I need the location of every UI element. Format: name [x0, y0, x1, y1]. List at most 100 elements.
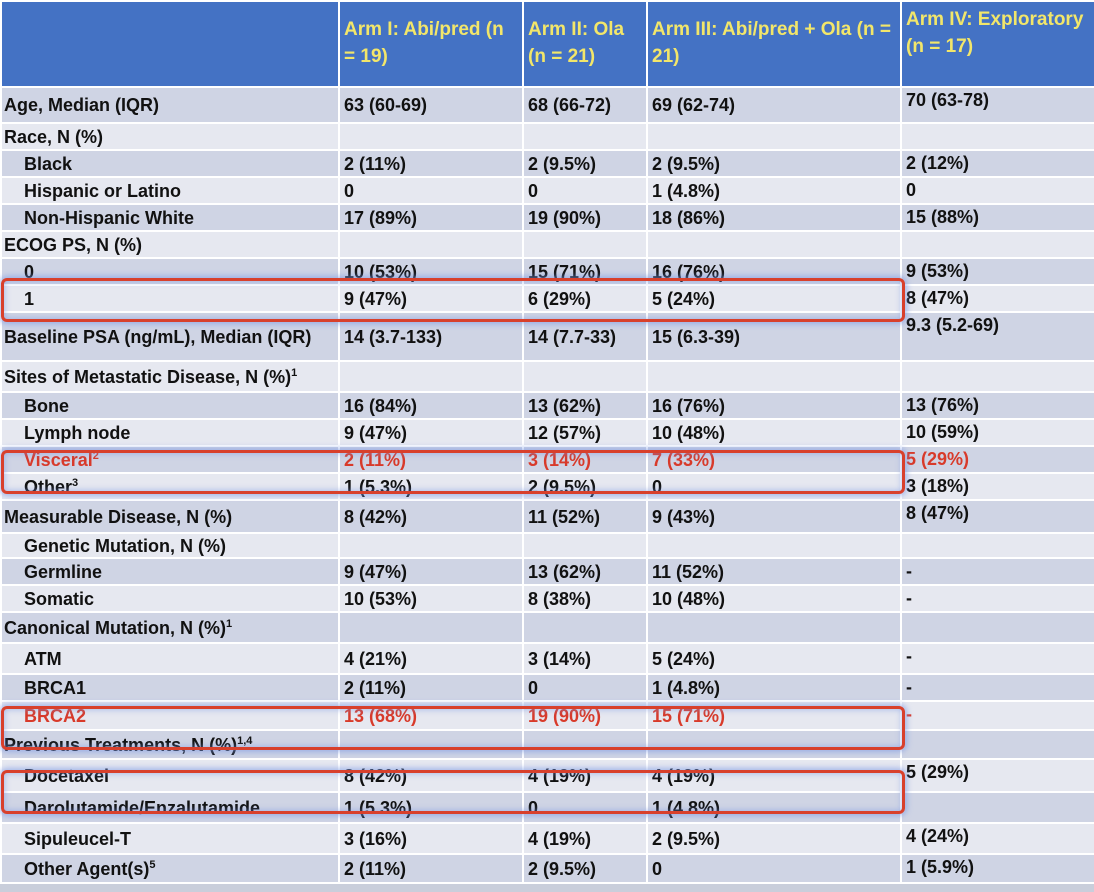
table-cell-arm-4: 3 (18%) — [900, 472, 1094, 501]
table-cell-arm-2: 68 (66-72) — [522, 86, 648, 124]
row-label-text: Sipuleucel-T — [24, 828, 132, 849]
table-row: Measurable Disease, N (%) 8 (42%) 11 (52%)… — [0, 499, 1094, 534]
table-cell-arm-4: 2 (12%) — [900, 149, 1094, 178]
row-label-text: Measurable Disease, N (%) — [4, 506, 233, 527]
table-cell-arm-3: 18 (86%) — [646, 203, 902, 232]
table-cell-arm-3: 0 — [646, 853, 902, 884]
table-row: Lymph node 9 (47%) 12 (57%) 10 (48%) 10 (59%… — [0, 418, 1094, 447]
row-label: Sites of Metastatic Disease, N (%)1 — [0, 360, 340, 393]
table-row: Canonical Mutation, N (%)1 — [0, 611, 1094, 644]
table-cell-arm-1 — [338, 611, 524, 644]
table-cell-arm-2: 14 (7.7-33) — [522, 311, 648, 362]
table-cell-arm-4: 9 (53%) — [900, 257, 1094, 286]
table-cell-arm-2 — [522, 611, 648, 644]
row-label-text: Genetic Mutation, N (%) — [24, 535, 226, 556]
row-label: Non-Hispanic White — [0, 203, 340, 232]
table-cell-arm-3: 69 (62-74) — [646, 86, 902, 124]
row-label: Lymph node — [0, 418, 340, 447]
table-cell-arm-4: 1 (5.9%) — [900, 853, 1094, 884]
footnote-marker: 1,4 — [237, 734, 253, 747]
table-cell-arm-2: 0 — [522, 176, 648, 205]
row-label-text: Bone — [24, 395, 69, 416]
table-cell-arm-2 — [522, 122, 648, 151]
table-cell-arm-4: 8 (47%) — [900, 284, 1094, 313]
table-cell-arm-2: 19 (90%) — [522, 700, 648, 731]
table-cell-arm-4: - — [900, 700, 1094, 731]
row-label-text: Non-Hispanic White — [24, 207, 194, 228]
table-cell-arm-1 — [338, 122, 524, 151]
table-cell-arm-2: 15 (71%) — [522, 257, 648, 286]
row-label-text: Lymph node — [24, 422, 131, 443]
table-cell-arm-4: 5 (29%) — [900, 445, 1094, 474]
header-empty — [0, 0, 340, 88]
row-label-text: Baseline PSA (ng/mL), Median (IQR) — [4, 326, 312, 347]
row-label: BRCA2 — [0, 700, 340, 731]
table-cell-arm-1: 8 (42%) — [338, 758, 524, 793]
footnote-marker: 2 — [92, 449, 99, 462]
row-label-text: Germline — [24, 561, 103, 582]
row-label: Darolutamide/Enzalutamide — [0, 791, 340, 824]
table-cell-arm-4: 5 (29%) — [900, 758, 1094, 793]
table-cell-arm-1: 3 (16%) — [338, 822, 524, 855]
table-row: Genetic Mutation, N (%) — [0, 532, 1094, 559]
table-cell-arm-3: 9 (43%) — [646, 499, 902, 534]
row-label: Bone — [0, 391, 340, 420]
table-cell-arm-1: 14 (3.7-133) — [338, 311, 524, 362]
table-cell-arm-3: 10 (48%) — [646, 418, 902, 447]
table-cell-arm-1: 1 (5.3%) — [338, 791, 524, 824]
table-cell-arm-3: 16 (76%) — [646, 391, 902, 420]
table-cell-arm-3: 2 (9.5%) — [646, 822, 902, 855]
row-label: Docetaxel — [0, 758, 340, 793]
table-cell-arm-3 — [646, 230, 902, 259]
table-row: 1 9 (47%) 6 (29%) 5 (24%) 8 (47%) — [0, 284, 1094, 313]
row-label-text: Race, N (%) — [4, 126, 104, 147]
table-cell-arm-4: 70 (63-78) — [900, 86, 1094, 124]
table-row: Germline 9 (47%) 13 (62%) 11 (52%) - — [0, 557, 1094, 586]
row-label: Hispanic or Latino — [0, 176, 340, 205]
row-label: Genetic Mutation, N (%) — [0, 532, 340, 559]
table-cell-arm-1 — [338, 532, 524, 559]
table-cell-arm-4: 13 (76%) — [900, 391, 1094, 420]
table-cell-arm-3: 15 (6.3-39) — [646, 311, 902, 362]
table-cell-arm-4: 10 (59%) — [900, 418, 1094, 447]
table-row: Other Agent(s)5 2 (11%) 2 (9.5%) 0 1 (5.9%) — [0, 853, 1094, 884]
table-row: Sites of Metastatic Disease, N (%)1 — [0, 360, 1094, 393]
table-row: Baseline PSA (ng/mL), Median (IQR) 14 (3.… — [0, 311, 1094, 362]
table-cell-arm-3: 0 — [646, 472, 902, 501]
table-cell-arm-4: - — [900, 642, 1094, 675]
table-cell-arm-4 — [900, 532, 1094, 559]
table-cell-arm-1: 17 (89%) — [338, 203, 524, 232]
table-cell-arm-3: 16 (76%) — [646, 257, 902, 286]
table-cell-arm-2: 2 (9.5%) — [522, 472, 648, 501]
table-body: Age, Median (IQR) 63 (60-69) 68 (66-72) 69 … — [0, 86, 1094, 884]
table-row: Sipuleucel-T 3 (16%) 4 (19%) 2 (9.5%) 4 (24%… — [0, 822, 1094, 855]
row-label: Sipuleucel-T — [0, 822, 340, 855]
header-row: Arm I: Abi/pred (n = 19) Arm II: Ola (n … — [0, 0, 1094, 88]
table-cell-arm-1: 2 (11%) — [338, 673, 524, 702]
table-cell-arm-1: 0 — [338, 176, 524, 205]
row-label: 1 — [0, 284, 340, 313]
table-row: Darolutamide/Enzalutamide 1 (5.3%) 0 1 (4.8… — [0, 791, 1094, 824]
table-row: Other3 1 (5.3%) 2 (9.5%) 0 3 (18%) — [0, 472, 1094, 501]
table-cell-arm-2 — [522, 230, 648, 259]
table-cell-arm-1: 10 (53%) — [338, 584, 524, 613]
table-cell-arm-1: 63 (60-69) — [338, 86, 524, 124]
row-label-text: Somatic — [24, 588, 95, 609]
table-cell-arm-1: 2 (11%) — [338, 445, 524, 474]
footnote-marker: 1 — [291, 366, 298, 379]
table-cell-arm-1: 1 (5.3%) — [338, 472, 524, 501]
table-cell-arm-4 — [900, 230, 1094, 259]
table-row: 0 10 (53%) 15 (71%) 16 (76%) 9 (53%) — [0, 257, 1094, 286]
row-label: Black — [0, 149, 340, 178]
row-label: Germline — [0, 557, 340, 586]
table-cell-arm-4 — [900, 122, 1094, 151]
table-cell-arm-3: 11 (52%) — [646, 557, 902, 586]
row-label: BRCA1 — [0, 673, 340, 702]
row-label-text: Visceral — [24, 449, 93, 470]
footnote-marker: 5 — [149, 858, 156, 871]
table-row: Non-Hispanic White 17 (89%) 19 (90%) 18 (86… — [0, 203, 1094, 232]
table-cell-arm-2: 8 (38%) — [522, 584, 648, 613]
header-arm-1: Arm I: Abi/pred (n = 19) — [338, 0, 524, 88]
table-row: BRCA1 2 (11%) 0 1 (4.8%) - — [0, 673, 1094, 702]
